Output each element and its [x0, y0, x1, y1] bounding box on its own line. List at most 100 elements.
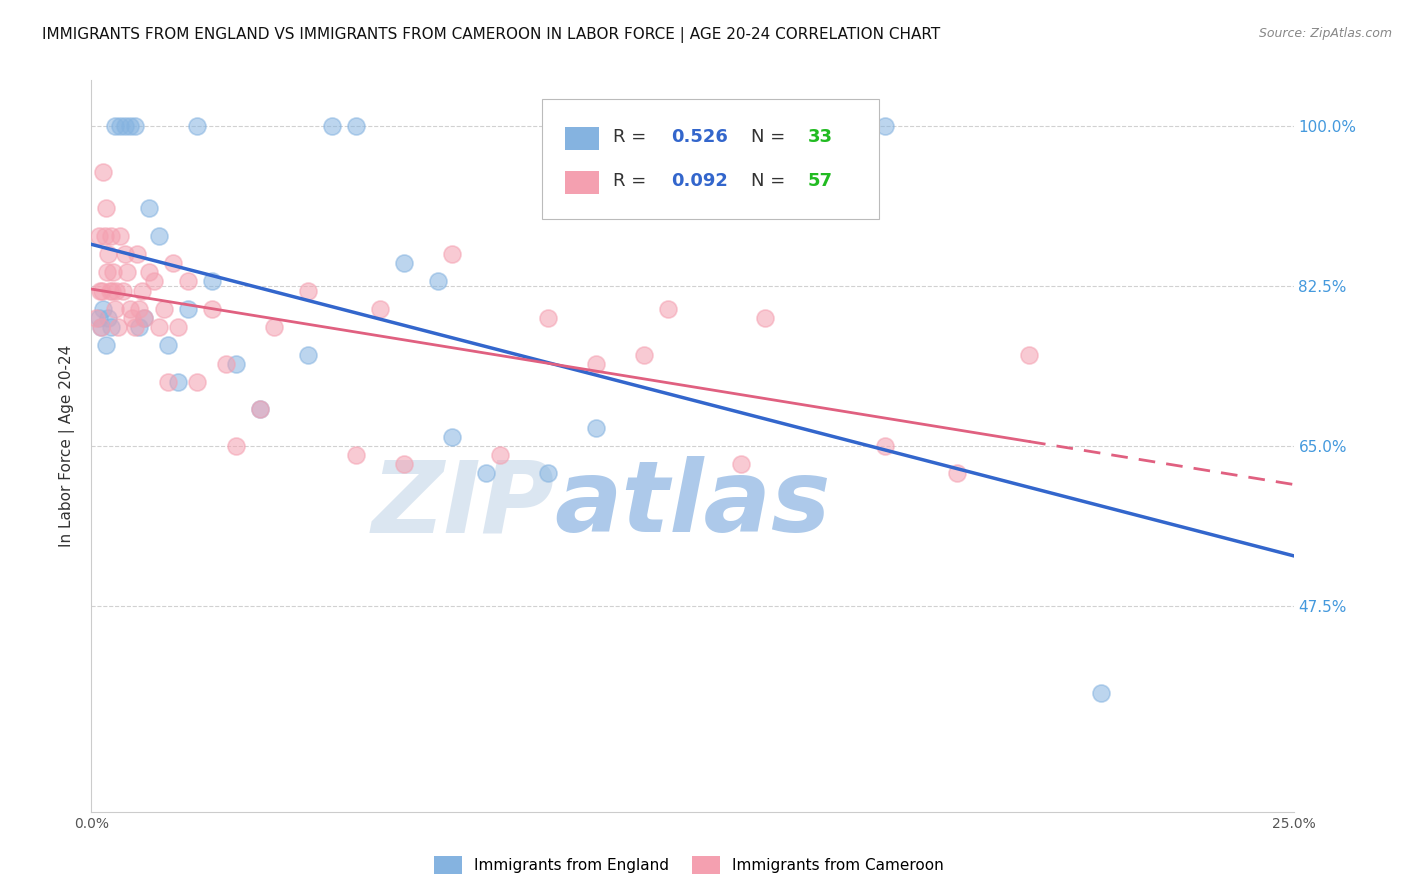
Point	[368, 301, 391, 316]
Point	[94, 202, 117, 216]
Point	[100, 228, 122, 243]
Text: 0.092: 0.092	[671, 172, 728, 190]
Point	[1090, 686, 1112, 700]
Point	[138, 265, 160, 279]
Point	[104, 301, 127, 316]
Point	[873, 439, 896, 453]
Point	[124, 119, 146, 133]
Point	[91, 284, 114, 298]
FancyBboxPatch shape	[565, 128, 599, 150]
Point	[84, 311, 107, 326]
Point	[101, 265, 124, 279]
Point	[392, 256, 415, 270]
Point	[585, 357, 607, 371]
Point	[392, 458, 415, 472]
Point	[128, 301, 150, 316]
Point	[474, 467, 496, 481]
Point	[730, 458, 752, 472]
Point	[138, 202, 160, 216]
Point	[96, 265, 118, 279]
Text: atlas: atlas	[554, 456, 831, 553]
Point	[200, 275, 222, 289]
Text: 33: 33	[808, 128, 832, 146]
Point	[157, 375, 180, 389]
Point	[134, 311, 156, 326]
Point	[100, 320, 122, 334]
Point	[94, 338, 117, 352]
Point	[110, 119, 132, 133]
Point	[104, 119, 127, 133]
Point	[87, 228, 110, 243]
Point	[97, 311, 120, 326]
Y-axis label: In Labor Force | Age 20-24: In Labor Force | Age 20-24	[59, 345, 76, 547]
Point	[489, 448, 512, 462]
Point	[148, 320, 170, 334]
Point	[297, 284, 319, 298]
Point	[131, 284, 153, 298]
Text: Source: ZipAtlas.com: Source: ZipAtlas.com	[1258, 27, 1392, 40]
Point	[176, 275, 198, 289]
Point	[321, 119, 343, 133]
Point	[186, 119, 208, 133]
Point	[167, 375, 190, 389]
Point	[94, 228, 117, 243]
Point	[148, 228, 170, 243]
Point	[114, 119, 136, 133]
Point	[89, 284, 111, 298]
Text: 57: 57	[808, 172, 832, 190]
Point	[107, 320, 129, 334]
Point	[167, 320, 190, 334]
Point	[93, 301, 115, 316]
Point	[162, 256, 184, 270]
Point	[111, 284, 134, 298]
Point	[87, 311, 110, 326]
Point	[186, 375, 208, 389]
Point	[125, 247, 148, 261]
Text: 0.526: 0.526	[671, 128, 728, 146]
Point	[118, 119, 141, 133]
Text: IMMIGRANTS FROM ENGLAND VS IMMIGRANTS FROM CAMEROON IN LABOR FORCE | AGE 20-24 C: IMMIGRANTS FROM ENGLAND VS IMMIGRANTS FR…	[42, 27, 941, 43]
Point	[263, 320, 285, 334]
Point	[128, 320, 150, 334]
Point	[249, 402, 271, 417]
Point	[1018, 348, 1040, 362]
Point	[225, 357, 247, 371]
Point	[93, 164, 115, 178]
Point	[121, 311, 143, 326]
Point	[134, 311, 156, 326]
FancyBboxPatch shape	[543, 99, 879, 219]
FancyBboxPatch shape	[565, 171, 599, 194]
Point	[225, 439, 247, 453]
Point	[97, 247, 120, 261]
Legend: Immigrants from England, Immigrants from Cameroon: Immigrants from England, Immigrants from…	[429, 850, 949, 880]
Text: N =: N =	[751, 172, 792, 190]
Point	[110, 228, 132, 243]
Point	[200, 301, 222, 316]
Point	[105, 284, 128, 298]
Point	[124, 320, 146, 334]
Point	[657, 301, 679, 316]
Point	[98, 284, 121, 298]
Point	[440, 247, 463, 261]
Point	[585, 421, 607, 435]
Text: N =: N =	[751, 128, 792, 146]
Point	[873, 119, 896, 133]
Point	[633, 348, 655, 362]
Point	[118, 301, 141, 316]
Point	[426, 275, 449, 289]
Point	[157, 338, 180, 352]
Text: R =: R =	[613, 172, 652, 190]
Point	[537, 311, 560, 326]
Point	[754, 311, 776, 326]
Point	[297, 348, 319, 362]
Point	[249, 402, 271, 417]
Point	[344, 448, 367, 462]
Point	[142, 275, 165, 289]
Point	[344, 119, 367, 133]
Point	[114, 247, 136, 261]
Point	[946, 467, 969, 481]
Point	[537, 467, 560, 481]
Point	[90, 320, 112, 334]
Point	[90, 320, 112, 334]
Point	[215, 357, 238, 371]
